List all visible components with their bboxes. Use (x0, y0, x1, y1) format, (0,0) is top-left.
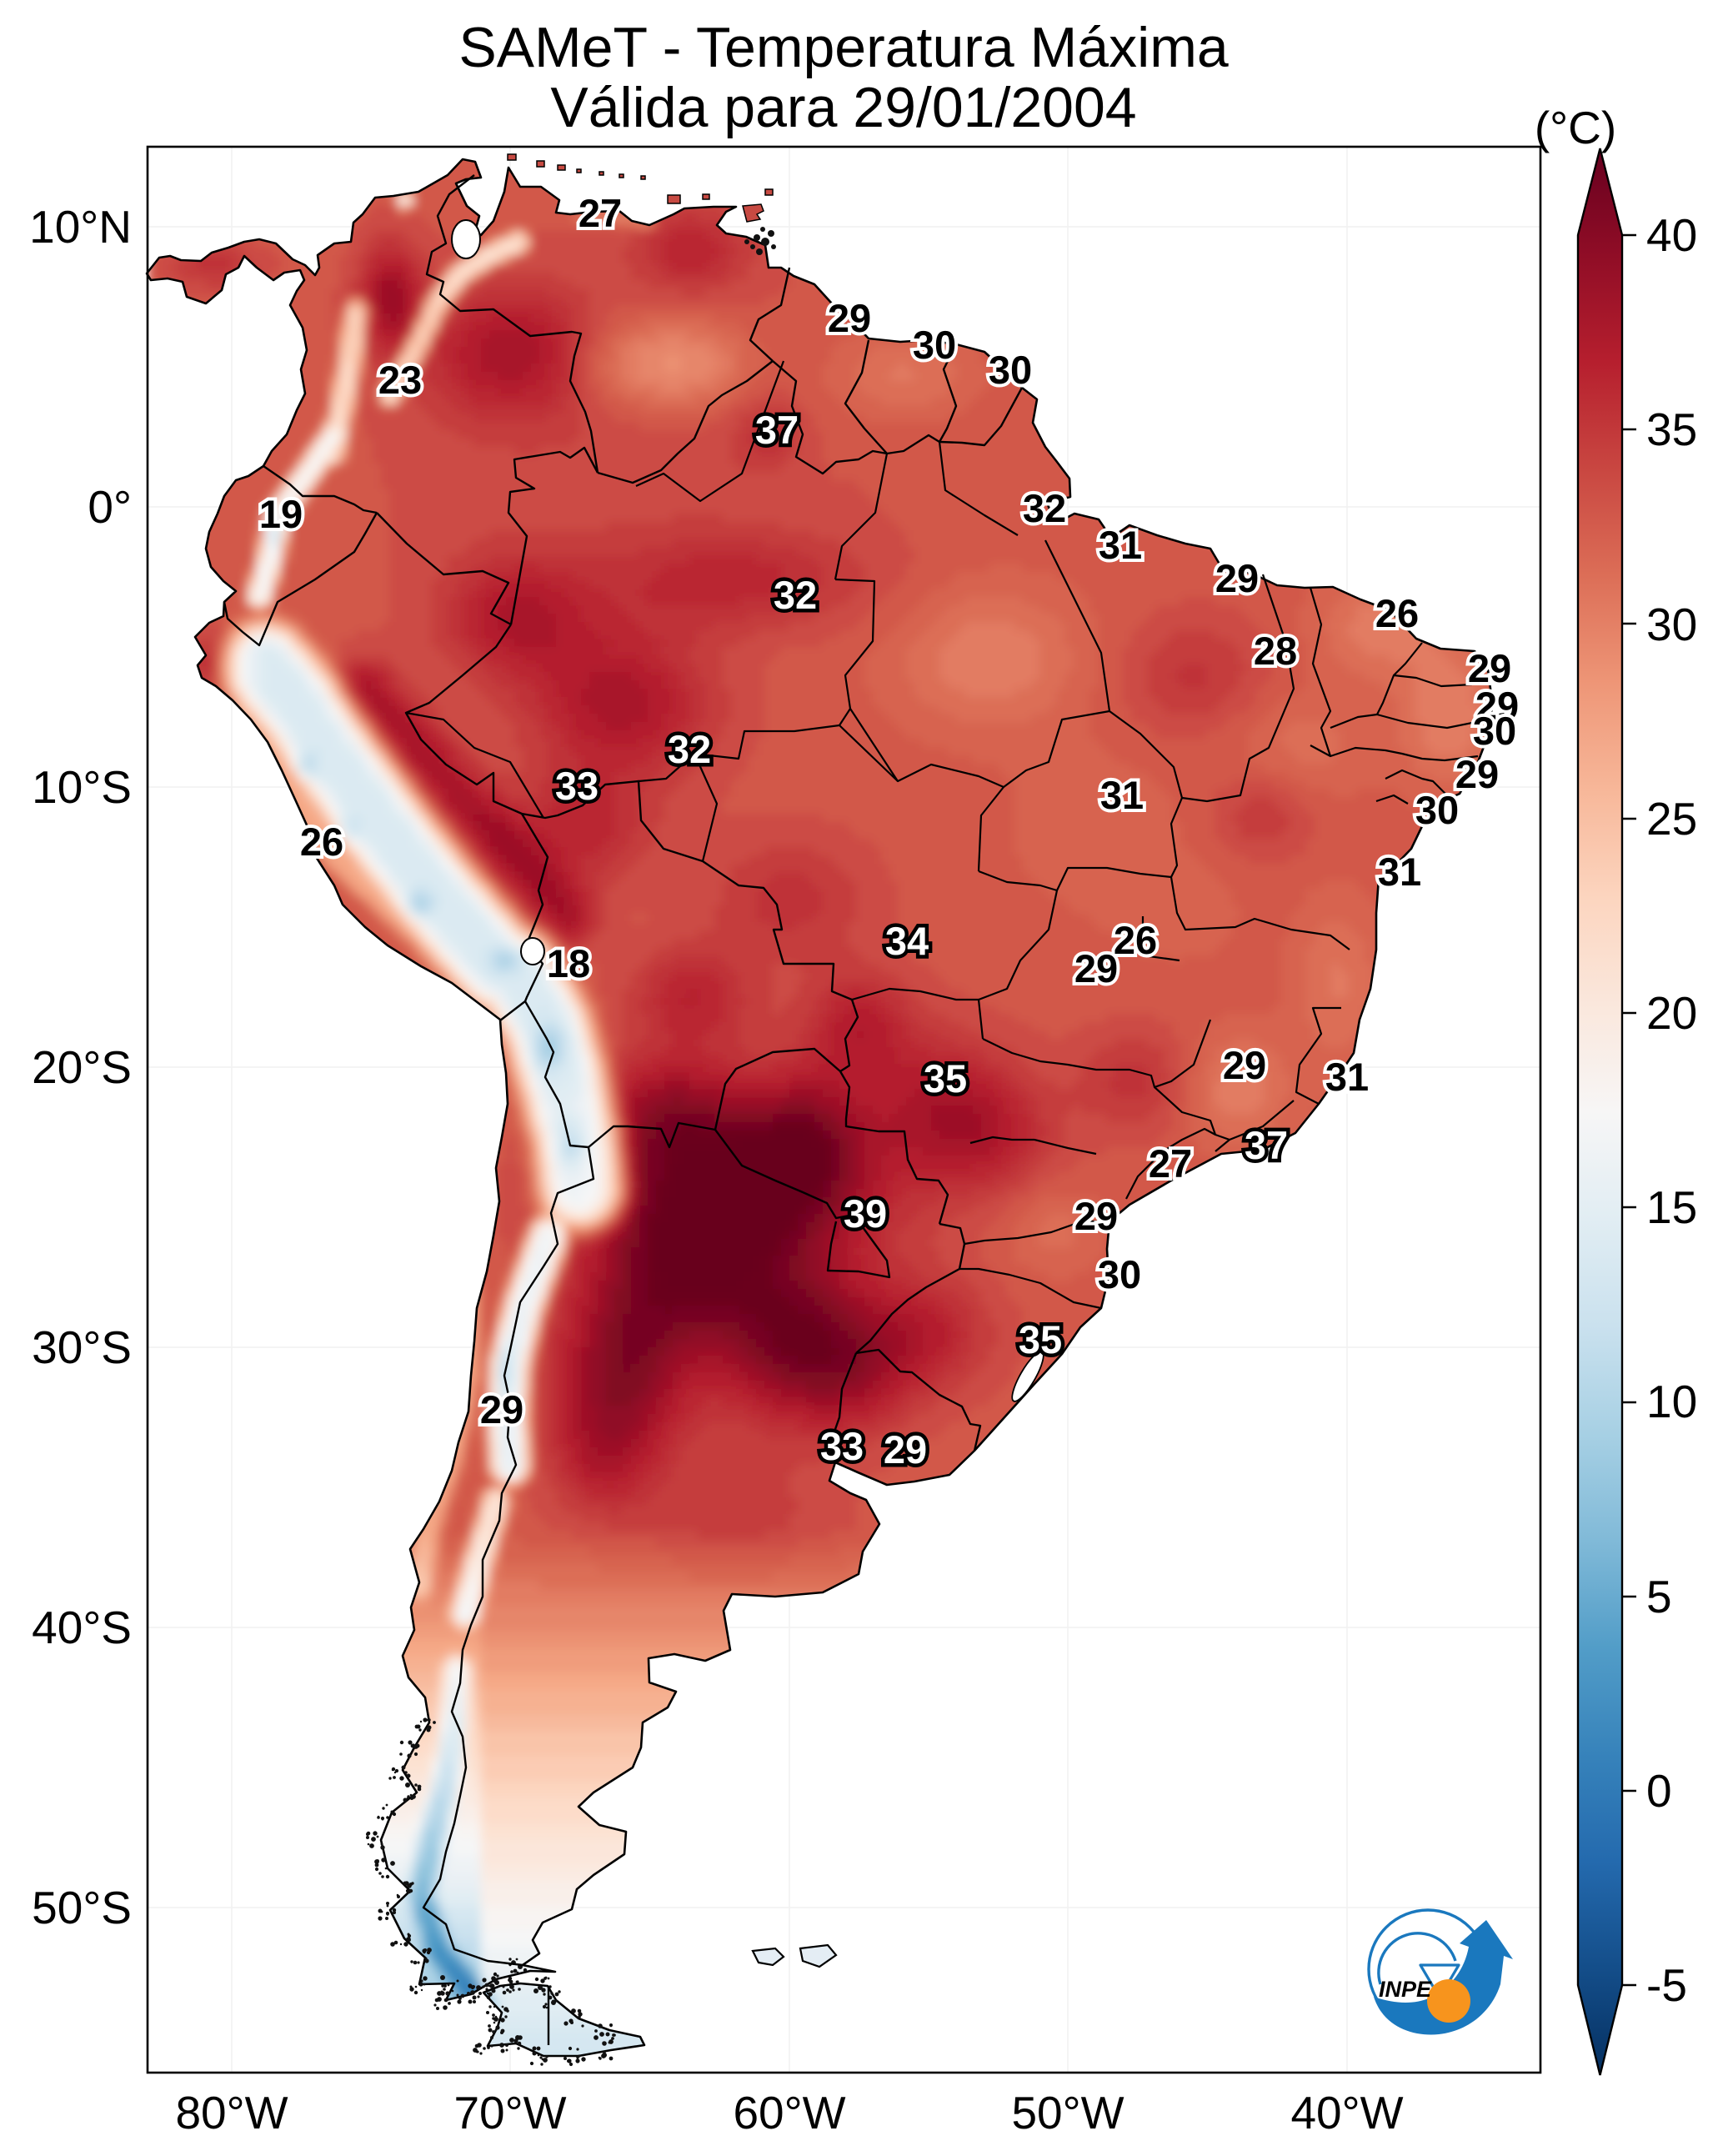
svg-text:20: 20 (1646, 987, 1697, 1039)
svg-text:23: 23 (378, 358, 422, 402)
svg-text:30: 30 (1415, 788, 1459, 832)
svg-text:18: 18 (547, 941, 590, 985)
svg-text:30: 30 (1646, 599, 1697, 650)
svg-text:35: 35 (1646, 404, 1697, 455)
svg-text:37: 37 (755, 408, 799, 452)
svg-text:31: 31 (1378, 850, 1421, 894)
svg-text:29: 29 (1223, 1043, 1266, 1087)
svg-text:29: 29 (1455, 752, 1499, 796)
svg-text:80°W: 80°W (175, 2087, 288, 2138)
svg-text:34: 34 (885, 919, 929, 963)
svg-text:10: 10 (1646, 1376, 1697, 1427)
svg-text:30: 30 (1098, 1252, 1141, 1296)
svg-text:35: 35 (924, 1056, 967, 1101)
svg-text:31: 31 (1325, 1055, 1369, 1099)
svg-text:28: 28 (1254, 629, 1297, 673)
svg-text:37: 37 (1245, 1123, 1288, 1167)
svg-text:29: 29 (1074, 946, 1118, 990)
svg-text:10°S: 10°S (32, 761, 132, 813)
svg-text:50°S: 50°S (32, 1882, 132, 1933)
svg-text:26: 26 (1114, 918, 1157, 962)
svg-text:32: 32 (668, 727, 711, 771)
svg-text:33: 33 (820, 1424, 864, 1468)
svg-text:29: 29 (1468, 646, 1511, 690)
svg-text:19: 19 (259, 492, 303, 536)
svg-text:40°S: 40°S (32, 1602, 132, 1653)
svg-text:39: 39 (844, 1191, 887, 1236)
svg-text:30: 30 (913, 323, 956, 367)
svg-text:60°W: 60°W (733, 2087, 845, 2138)
svg-text:40°W: 40°W (1290, 2087, 1403, 2138)
svg-text:27: 27 (579, 191, 622, 235)
svg-text:29: 29 (1215, 556, 1259, 600)
svg-text:31: 31 (1099, 523, 1142, 567)
svg-text:29: 29 (884, 1427, 927, 1472)
svg-text:0°: 0° (88, 481, 132, 533)
svg-text:30: 30 (1473, 709, 1516, 753)
svg-text:33: 33 (555, 764, 599, 808)
svg-text:26: 26 (1375, 591, 1419, 635)
svg-text:29: 29 (1475, 684, 1519, 728)
svg-text:20°S: 20°S (32, 1041, 132, 1093)
svg-text:Válida para 29/01/2004: Válida para 29/01/2004 (550, 76, 1136, 139)
svg-text:50°W: 50°W (1011, 2087, 1124, 2138)
svg-text:INPE: INPE (1379, 1977, 1432, 2002)
svg-text:35: 35 (1019, 1317, 1062, 1361)
svg-text:-5: -5 (1646, 1959, 1687, 2011)
svg-text:30: 30 (989, 348, 1032, 392)
svg-text:32: 32 (1023, 486, 1066, 530)
svg-text:32: 32 (774, 573, 817, 617)
svg-text:26: 26 (300, 820, 343, 864)
svg-text:5: 5 (1646, 1571, 1672, 1622)
svg-text:29: 29 (480, 1387, 523, 1431)
svg-text:SAMeT - Temperatura Máxima: SAMeT - Temperatura Máxima (458, 16, 1229, 79)
svg-text:27: 27 (1149, 1141, 1192, 1186)
svg-text:25: 25 (1646, 793, 1697, 845)
svg-text:29: 29 (828, 296, 871, 340)
svg-text:40: 40 (1646, 209, 1697, 261)
svg-text:15: 15 (1646, 1181, 1697, 1233)
svg-text:29: 29 (1074, 1194, 1118, 1238)
svg-text:31: 31 (1100, 773, 1144, 817)
svg-text:(°C): (°C) (1535, 102, 1616, 153)
svg-text:10°N: 10°N (29, 201, 132, 253)
svg-text:0: 0 (1646, 1765, 1672, 1817)
svg-text:70°W: 70°W (453, 2087, 566, 2138)
svg-text:30°S: 30°S (32, 1321, 132, 1373)
